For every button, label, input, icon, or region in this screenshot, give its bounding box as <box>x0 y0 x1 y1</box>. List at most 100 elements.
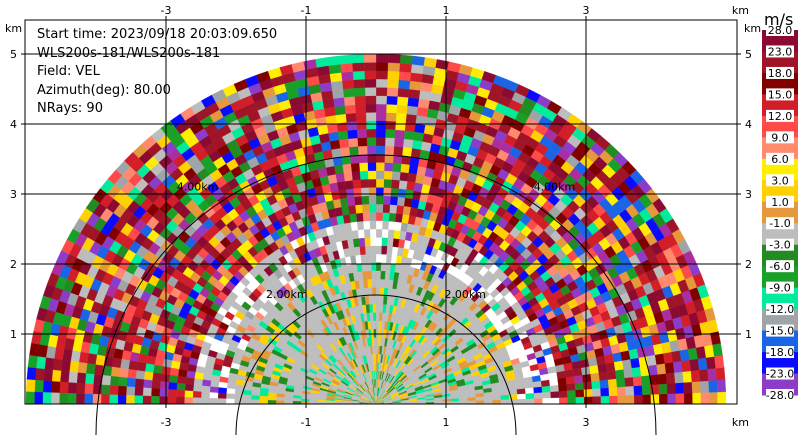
radar-gate <box>329 139 341 150</box>
x-unit-label: km <box>732 4 749 17</box>
radar-gate <box>389 204 398 214</box>
radar-gate <box>375 87 388 97</box>
radar-gate <box>375 353 378 363</box>
radar-gate <box>364 78 377 88</box>
radar-gate <box>525 398 535 404</box>
radar-gate <box>300 398 310 402</box>
radar-gate <box>558 390 568 398</box>
radar-gate <box>175 396 185 404</box>
radar-gate <box>616 377 626 388</box>
y-unit-label: km <box>5 22 22 35</box>
radar-gate <box>201 379 212 387</box>
radar-gate <box>340 71 354 81</box>
radar-gate <box>347 204 357 215</box>
radar-gate <box>346 196 356 207</box>
radar-gate <box>380 270 386 280</box>
radar-gate <box>344 104 356 115</box>
y-tick-label-left: 3 <box>10 188 17 201</box>
radar-gate <box>364 70 377 80</box>
radar-gate <box>35 368 45 381</box>
radar-gate <box>584 396 593 404</box>
field-text: Field: VEL <box>37 64 100 79</box>
radar-gate <box>184 383 194 392</box>
radar-gate <box>101 375 111 386</box>
radar-gate <box>192 384 203 392</box>
radar-gate <box>209 392 219 399</box>
radar-gate <box>343 171 353 182</box>
radar-gate <box>656 363 667 375</box>
radar-gate <box>384 137 395 147</box>
radar-gate <box>370 245 377 255</box>
radar-gate <box>412 131 424 142</box>
radar-gate <box>152 372 162 382</box>
y-tick-label-right: 4 <box>745 118 752 131</box>
radar-gate <box>566 382 576 391</box>
radar-gate <box>50 392 60 404</box>
radar-gate <box>659 393 668 404</box>
radar-gate <box>84 383 94 395</box>
radar-gate <box>393 229 401 240</box>
radar-gate <box>154 357 165 367</box>
radar-gate <box>567 389 577 398</box>
radar-gate <box>609 395 618 404</box>
radar-gate <box>650 393 660 404</box>
range-ring-label: 4.00km <box>534 180 576 193</box>
radar-gate <box>641 384 651 395</box>
radar-gate <box>76 372 87 384</box>
radar-gate <box>399 171 409 182</box>
colorbar-tick-label: 1.0 <box>771 196 789 209</box>
radar-gate <box>397 87 410 98</box>
radar-gate <box>558 383 568 392</box>
radar-gate <box>371 287 377 296</box>
radar-gate <box>331 88 344 99</box>
radar-gate <box>385 120 396 130</box>
radar-gate <box>348 146 359 156</box>
radar-gate <box>284 397 294 402</box>
radar-gate <box>708 380 718 393</box>
radar-gate <box>226 388 236 395</box>
colorbar-tick-label: 15.0 <box>768 88 793 101</box>
radar-gate <box>383 187 392 197</box>
radar-gate <box>341 79 355 90</box>
radar-gate <box>345 188 355 198</box>
radar-gate <box>375 70 388 80</box>
radar-gate <box>667 393 677 404</box>
radar-gate <box>192 397 202 404</box>
radar-gate <box>387 229 395 239</box>
x-tick-label-top: -1 <box>301 4 312 17</box>
radar-gate <box>201 385 211 393</box>
radar-gate <box>176 382 186 391</box>
radar-gate <box>675 393 685 404</box>
y-tick-label-left: 1 <box>10 328 17 341</box>
radar-gate <box>209 398 218 404</box>
radar-gate <box>605 361 616 372</box>
radar-gate <box>381 245 388 255</box>
radar-gate <box>375 287 381 296</box>
radar-gate <box>357 145 368 155</box>
radar-gate <box>715 367 726 381</box>
radar-gate <box>714 355 725 369</box>
radar-gate <box>370 253 377 263</box>
radar-gate <box>395 112 407 123</box>
start-time-text: Start time: 2023/09/18 20:03:09.650 <box>37 27 278 42</box>
radar-gate <box>414 123 426 134</box>
radar-gate <box>682 370 693 383</box>
radar-gate <box>716 379 726 393</box>
radar-gate <box>392 162 402 173</box>
radar-gate <box>26 379 36 393</box>
x-tick-label-top: 1 <box>443 4 450 17</box>
radar-gate <box>381 220 389 230</box>
radar-gate <box>375 137 386 146</box>
radar-gate <box>681 359 692 372</box>
radar-gate <box>591 380 601 390</box>
radar-gate <box>379 278 385 288</box>
radar-gate <box>384 270 391 280</box>
radar-gate <box>375 78 388 88</box>
radar-gate <box>372 312 377 321</box>
radar-gate <box>330 80 344 91</box>
radar-gate <box>573 374 584 384</box>
radar-gate <box>533 386 543 394</box>
radar-gate <box>400 222 409 232</box>
radar-gate <box>117 394 127 404</box>
radar-gate <box>332 97 345 108</box>
